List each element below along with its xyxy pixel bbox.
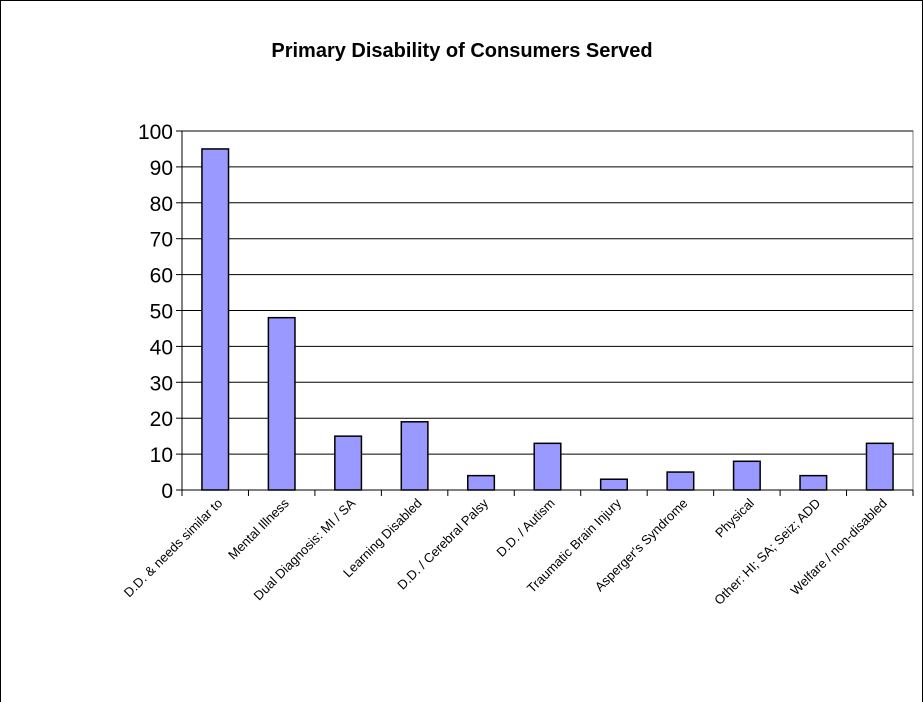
y-tick-label: 100 bbox=[138, 121, 173, 144]
x-tick-label: Mental Illness bbox=[225, 495, 292, 562]
y-tick-label: 80 bbox=[150, 193, 173, 216]
y-tick-label: 60 bbox=[150, 265, 173, 288]
bar bbox=[732, 460, 761, 491]
y-tick-label: 90 bbox=[150, 157, 173, 180]
y-tick-label: 50 bbox=[150, 301, 173, 324]
bar bbox=[400, 421, 429, 491]
x-tick-label: D.D. / Autism bbox=[493, 496, 557, 560]
bar bbox=[533, 442, 562, 491]
bar bbox=[334, 435, 363, 491]
bar bbox=[599, 478, 628, 491]
bar bbox=[467, 474, 496, 491]
y-tick-label: 70 bbox=[150, 229, 173, 252]
bar bbox=[865, 442, 894, 491]
x-axis: D.D. & needs similar to Mental IllnessDua… bbox=[121, 489, 914, 608]
y-tick-label: 40 bbox=[150, 336, 173, 359]
bar bbox=[799, 474, 828, 491]
bar bbox=[267, 316, 296, 491]
y-axis: 0 10 20 30 40 50 60 70 80 90 100 bbox=[138, 121, 183, 503]
chart-title: Primary Disability of Consumers Served bbox=[271, 40, 652, 62]
gridlines bbox=[182, 130, 913, 455]
y-tick-label: 30 bbox=[150, 372, 173, 395]
y-tick-label: 10 bbox=[150, 444, 173, 467]
bar bbox=[666, 471, 695, 491]
bars bbox=[201, 148, 894, 491]
x-tick-label: Physical bbox=[712, 495, 757, 540]
y-tick-label: 0 bbox=[161, 480, 173, 503]
x-tick-label: Other: HI; SA; Seiz; ADD bbox=[711, 496, 823, 608]
y-tick-label: 20 bbox=[150, 408, 173, 431]
bar bbox=[201, 148, 230, 491]
x-tick-label: D.D. & needs similar to bbox=[121, 496, 226, 601]
